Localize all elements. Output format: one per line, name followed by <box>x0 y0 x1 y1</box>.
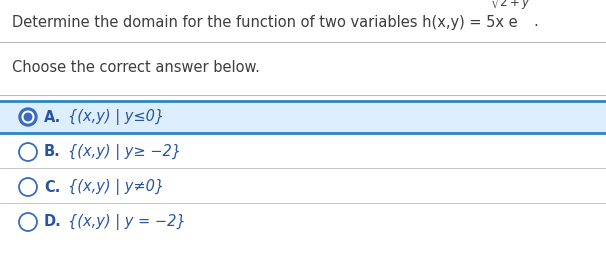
Text: .: . <box>533 15 538 30</box>
Circle shape <box>22 111 34 123</box>
Circle shape <box>19 108 37 126</box>
Text: C.: C. <box>44 179 61 194</box>
Text: B.: B. <box>44 144 61 160</box>
Text: {(x,y) | y = −2}: {(x,y) | y = −2} <box>68 214 185 230</box>
Text: Choose the correct answer below.: Choose the correct answer below. <box>12 61 260 76</box>
Text: D.: D. <box>44 214 62 229</box>
FancyBboxPatch shape <box>0 101 606 133</box>
Text: {(x,y) | y≠0}: {(x,y) | y≠0} <box>68 179 164 195</box>
Text: {(x,y) | y≤0}: {(x,y) | y≤0} <box>68 109 164 125</box>
Circle shape <box>24 113 32 121</box>
Text: Determine the domain for the function of two variables h(x,y) = 5x e: Determine the domain for the function of… <box>12 15 518 30</box>
Text: {(x,y) | y≥ −2}: {(x,y) | y≥ −2} <box>68 144 181 160</box>
Text: A.: A. <box>44 109 61 125</box>
Text: $\sqrt{2+y}$: $\sqrt{2+y}$ <box>490 0 532 12</box>
